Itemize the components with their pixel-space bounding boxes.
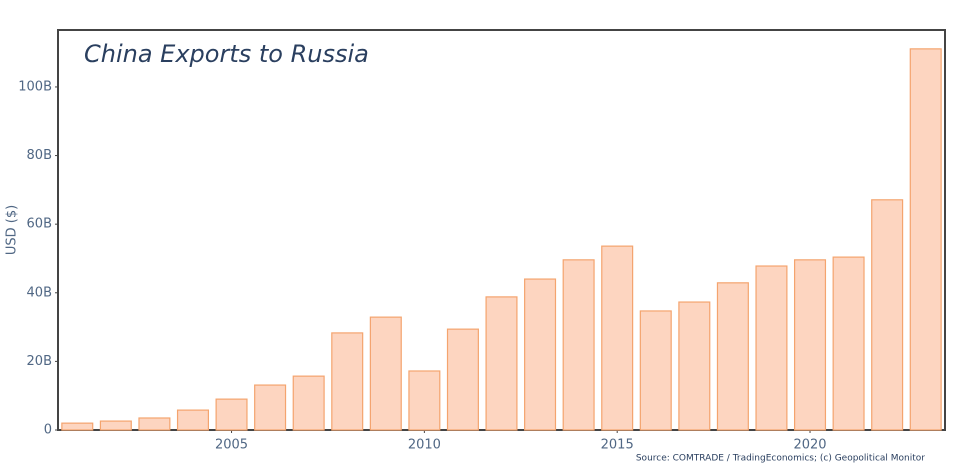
bar [562, 259, 595, 431]
bar [832, 256, 865, 431]
bar [524, 278, 557, 431]
bar [138, 417, 171, 431]
bar [408, 370, 441, 431]
y-tick-label: 100B [18, 79, 52, 94]
bar [446, 328, 479, 431]
bar [369, 316, 402, 431]
bar [716, 282, 749, 431]
y-tick-label: 60B [27, 217, 52, 232]
x-tick-label: 2010 [408, 438, 441, 453]
y-tick-label: 0 [44, 423, 52, 438]
bar [639, 310, 672, 431]
y-tick-label: 80B [27, 148, 52, 163]
chart-title: China Exports to Russia [84, 40, 369, 68]
bar [215, 398, 248, 431]
bar [292, 375, 325, 431]
y-tick-label: 20B [27, 354, 52, 369]
x-tick-label: 2005 [215, 438, 248, 453]
y-tick-label: 40B [27, 285, 52, 300]
bar [485, 296, 518, 431]
x-tick-label: 2015 [601, 438, 634, 453]
y-axis-label: USD ($) [5, 205, 20, 255]
bar [331, 332, 364, 431]
bar [601, 245, 634, 431]
bar [61, 422, 94, 431]
source-note: Source: COMTRADE / TradingEconomics; (c)… [636, 454, 925, 464]
bar [678, 301, 711, 431]
x-tick-label: 2020 [793, 438, 826, 453]
bar [755, 265, 788, 431]
bar [793, 259, 827, 431]
bar [176, 409, 210, 431]
bar [254, 384, 287, 431]
bar [871, 199, 904, 431]
bar [909, 48, 942, 431]
bar [99, 420, 132, 431]
